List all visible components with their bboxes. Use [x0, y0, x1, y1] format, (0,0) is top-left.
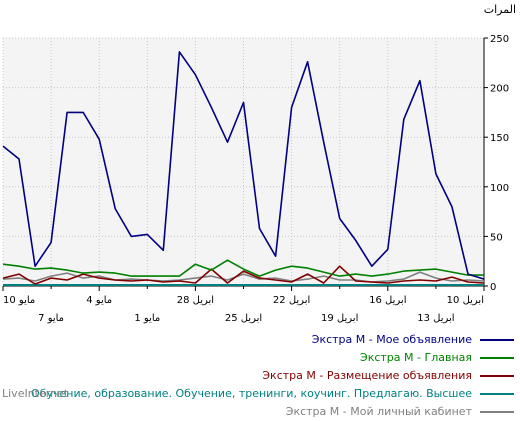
x-tick-label: 10 مايو: [3, 295, 35, 306]
legend-label: Экстра М - Мое объявление: [311, 333, 472, 346]
legend-label: Экстра М - Размещение объявления: [262, 369, 472, 382]
legend-swatch: [480, 339, 514, 341]
y-axis-unit-label: المرات: [483, 3, 516, 16]
x-tick-label: 13 ابريل: [417, 313, 454, 324]
legend: Экстра М - Мое объявление Экстра М - Гла…: [0, 331, 520, 421]
legend-label: Обучение, образование. Обучение, тренинг…: [31, 387, 472, 400]
legend-item: Экстра М - Главная: [0, 349, 520, 367]
x-tick-label: 16 ابريل: [369, 295, 406, 306]
y-tick-label: 0: [490, 282, 496, 293]
x-tick-label: 28 ابريل: [177, 295, 214, 306]
x-tick-label: 22 ابريل: [273, 295, 310, 306]
legend-label: Экстра М - Главная: [360, 351, 472, 364]
y-tick-label: 50: [490, 232, 503, 243]
series-line: [2, 51, 485, 280]
chart: 0 50 100 150 200 250 10 مايو 4 مايو 28 ابريل 22 ا…: [2, 34, 509, 324]
x-tick-label: 19 ابريل: [321, 313, 358, 324]
legend-item: Обучение, образование. Обучение, тренинг…: [0, 385, 520, 403]
x-tick-label: 7 مايو: [38, 313, 64, 324]
legend-swatch: [480, 411, 514, 413]
legend-item: Экстра М - Размещение объявления: [0, 367, 520, 385]
source-label[interactable]: LiveInternet: [2, 387, 69, 400]
y-tick-label: 100: [490, 183, 509, 194]
legend-swatch: [480, 357, 514, 359]
legend-swatch: [480, 375, 514, 377]
legend-item: Экстра М - Мое объявление: [0, 331, 520, 349]
x-tick-label: 4 مايو: [86, 295, 112, 306]
legend-swatch: [480, 393, 514, 395]
series-line: [2, 265, 485, 285]
x-tick-label: 25 ابريل: [225, 313, 262, 324]
y-tick-label: 150: [490, 133, 509, 144]
x-tick-label: 10 ابريل: [447, 295, 484, 306]
y-tick-label: 250: [490, 34, 509, 45]
series-line: [2, 271, 485, 283]
y-tick-label: 200: [490, 84, 509, 95]
legend-item: Экстра М - Мой личный кабинет: [0, 403, 520, 421]
legend-label: Экстра М - Мой личный кабинет: [285, 405, 472, 418]
series-line: [2, 259, 484, 277]
x-tick-label: 1 مايو: [134, 313, 160, 324]
